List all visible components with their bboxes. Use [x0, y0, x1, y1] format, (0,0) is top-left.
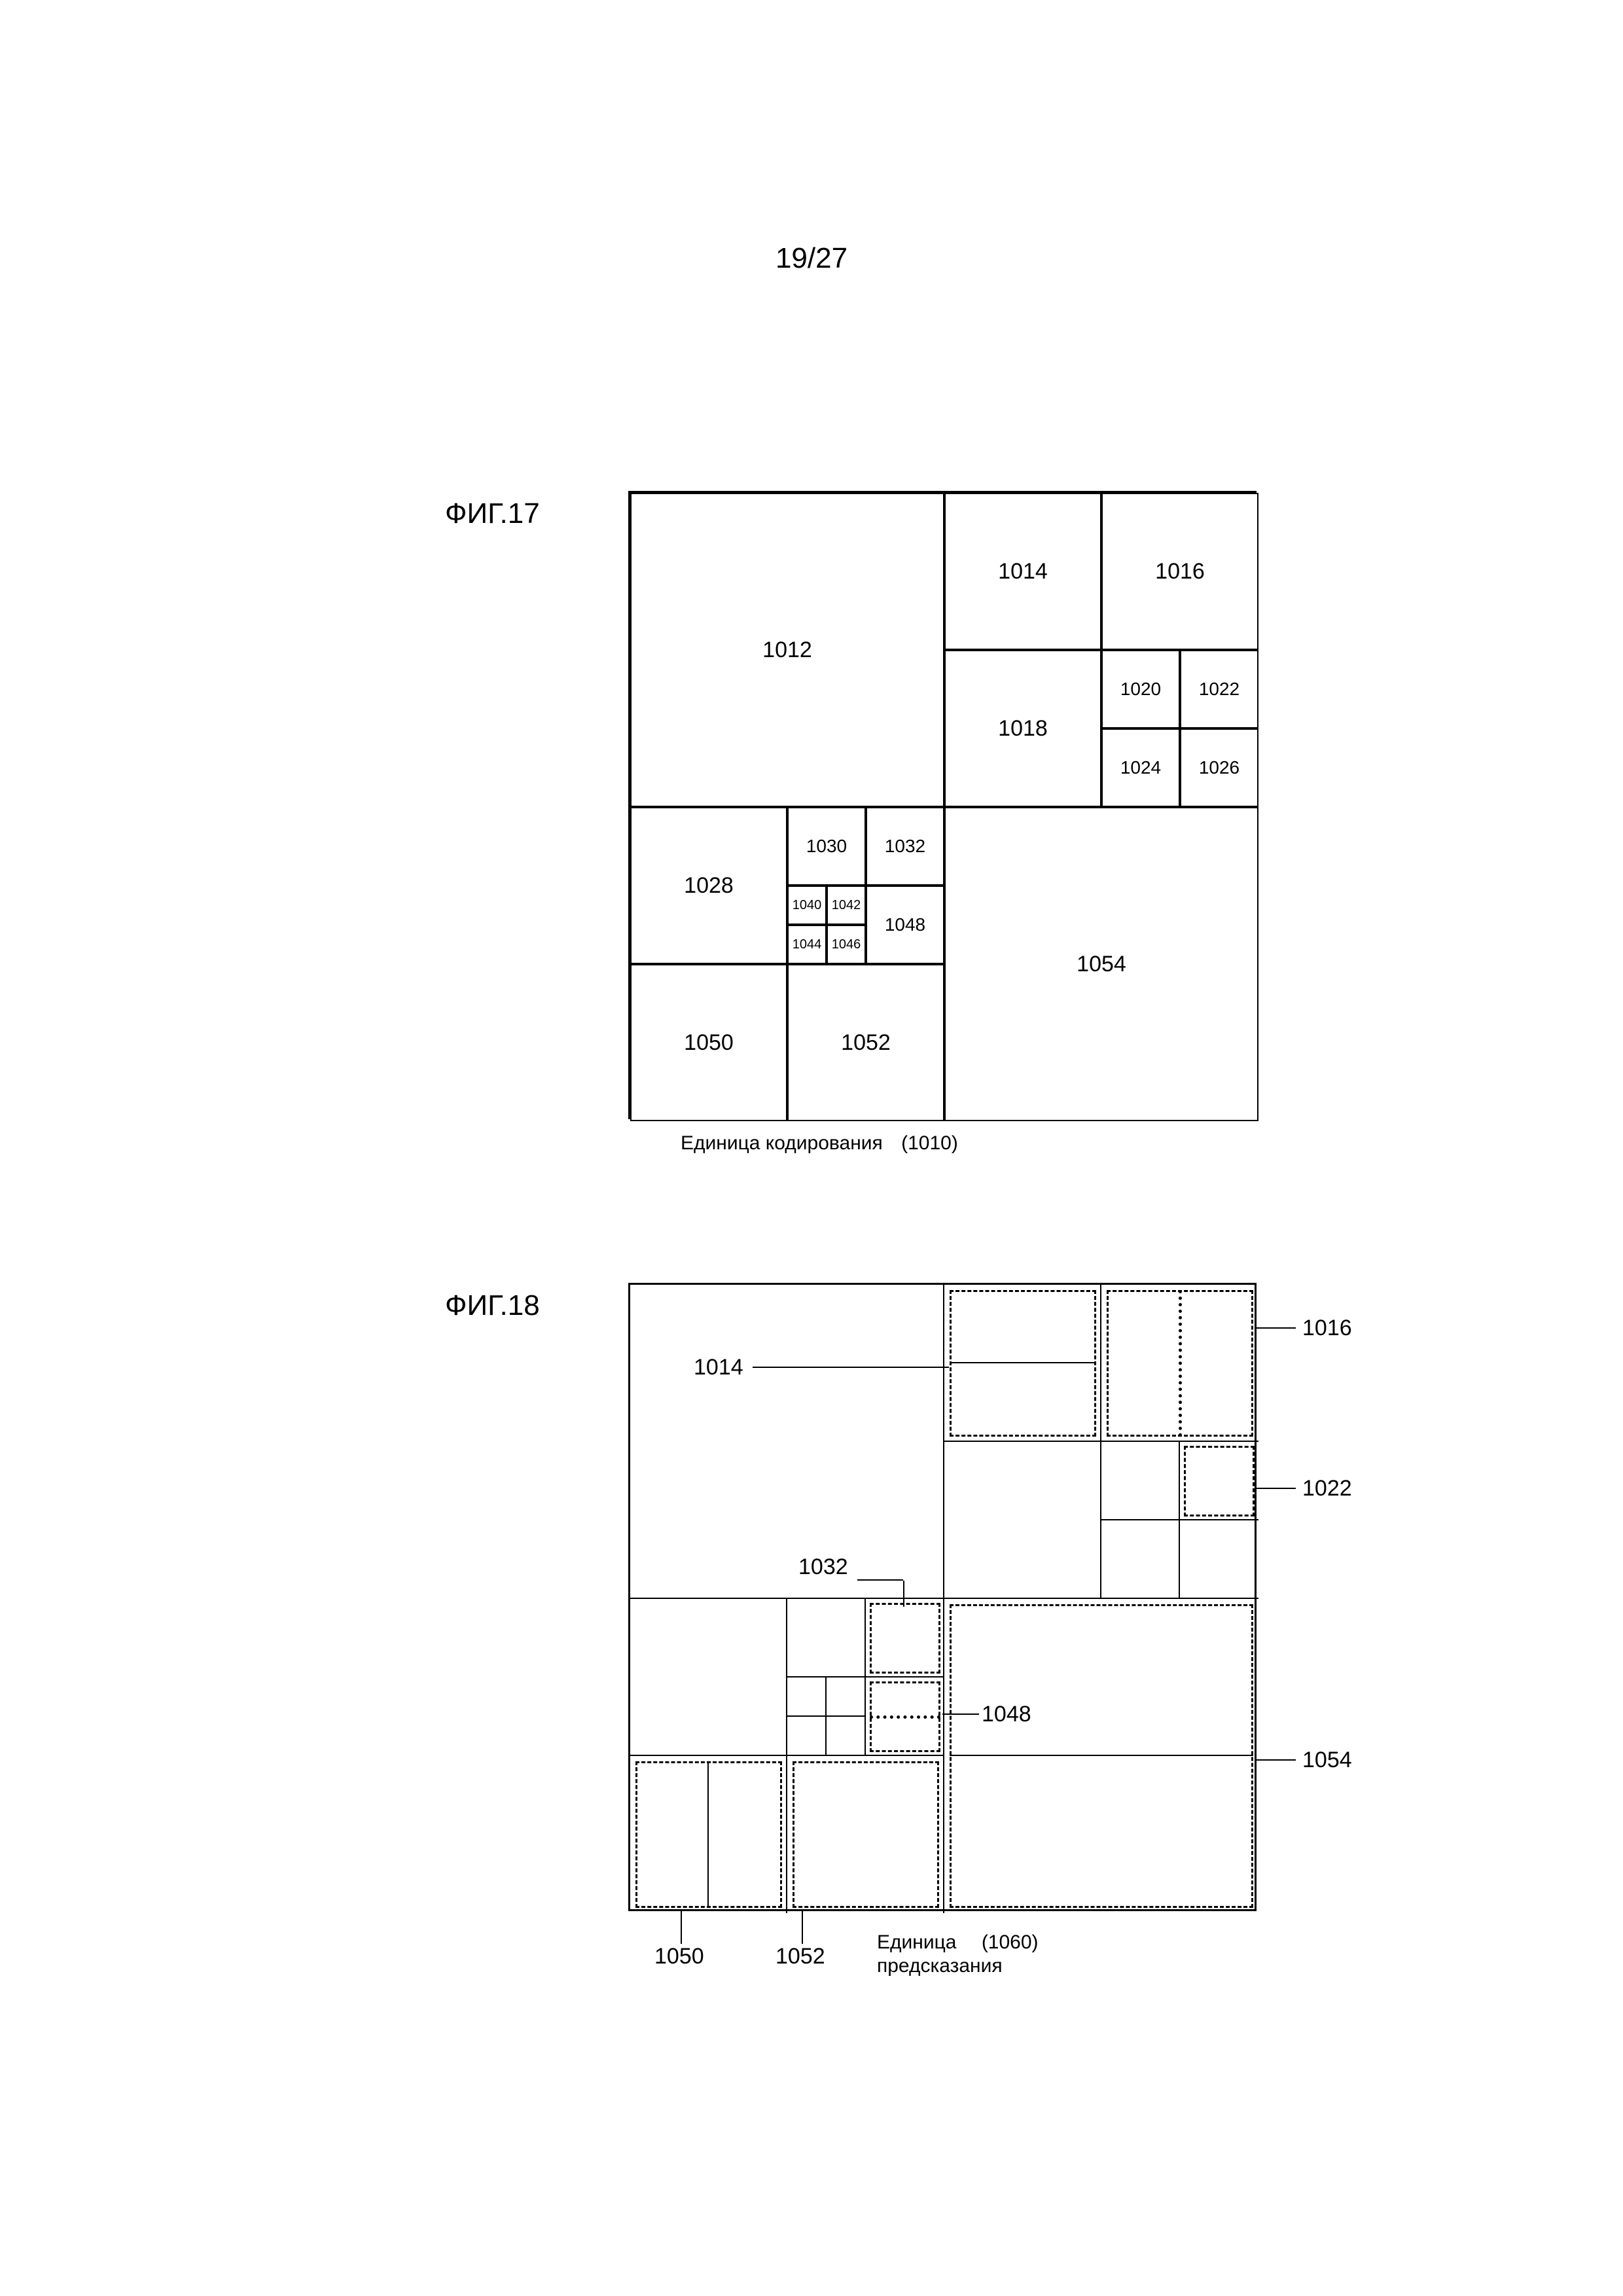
- line: [630, 1755, 944, 1756]
- cell-1026: 1026: [1180, 728, 1258, 807]
- cell-1054-label: 1054: [1077, 952, 1126, 977]
- pu-1048-split: [870, 1715, 940, 1719]
- fig17-caption-num: (1010): [901, 1132, 958, 1154]
- fig17-caption-text: Единица кодирования: [681, 1132, 883, 1154]
- line: [630, 1598, 1258, 1599]
- callout-1016: 1016: [1302, 1316, 1352, 1341]
- cell-1020-label: 1020: [1120, 679, 1161, 700]
- cell-1052-label: 1052: [841, 1030, 891, 1056]
- callout-1014: 1014: [694, 1355, 743, 1380]
- lead-1032h: [857, 1579, 903, 1581]
- fig18-caption-l1: Единица: [877, 1931, 956, 1953]
- callout-1022: 1022: [1302, 1476, 1352, 1501]
- callout-1050: 1050: [654, 1944, 704, 1969]
- line: [1101, 1519, 1258, 1520]
- cell-1018: 1018: [944, 650, 1101, 807]
- cell-1054: 1054: [944, 807, 1258, 1121]
- cell-1048-label: 1048: [885, 914, 925, 935]
- cell-1030-label: 1030: [806, 836, 847, 857]
- lead-1050: [681, 1911, 682, 1944]
- cell-1012: 1012: [630, 493, 944, 807]
- fig18-caption-l2: предсказания: [877, 1955, 1003, 1977]
- lead-1048: [942, 1713, 979, 1715]
- lead-1022: [1257, 1488, 1296, 1489]
- line: [944, 1441, 1258, 1442]
- cell-1022-label: 1022: [1199, 679, 1240, 700]
- line: [787, 1676, 944, 1677]
- cell-1022: 1022: [1180, 650, 1258, 728]
- fig18-caption: Единица (1060) предсказания: [877, 1931, 1039, 1978]
- line: [786, 1599, 787, 1913]
- cell-1016: 1016: [1101, 493, 1258, 650]
- cell-1050-label: 1050: [684, 1030, 734, 1056]
- cell-1044: 1044: [787, 925, 827, 964]
- line: [707, 1761, 709, 1908]
- lead-1016: [1257, 1327, 1296, 1329]
- callout-1054: 1054: [1302, 1748, 1352, 1773]
- fig18-label: ФИГ.18: [445, 1289, 540, 1322]
- cell-1040-label: 1040: [793, 898, 822, 913]
- fig17-caption: Единица кодирования (1010): [681, 1132, 958, 1155]
- line: [1100, 1285, 1101, 1599]
- pu-1052: [793, 1761, 939, 1908]
- cell-1042: 1042: [827, 886, 866, 925]
- cell-1046-label: 1046: [832, 937, 861, 952]
- callout-1048: 1048: [982, 1702, 1031, 1727]
- cell-1016-label: 1016: [1155, 559, 1205, 584]
- line: [787, 1715, 866, 1717]
- cell-1046: 1046: [827, 925, 866, 964]
- cell-1024-label: 1024: [1120, 757, 1161, 778]
- cell-1012-label: 1012: [762, 637, 812, 663]
- cell-1028-label: 1028: [684, 873, 734, 899]
- cell-1048: 1048: [866, 886, 944, 964]
- cell-1032: 1032: [866, 807, 944, 886]
- line: [825, 1677, 827, 1756]
- cell-1018-label: 1018: [998, 716, 1048, 742]
- callout-1052: 1052: [776, 1944, 825, 1969]
- pu-1022: [1184, 1446, 1255, 1516]
- line: [950, 1755, 1253, 1756]
- line: [943, 1285, 944, 1913]
- callout-1032: 1032: [798, 1554, 848, 1580]
- lead-1032v: [903, 1581, 904, 1607]
- lead-1014: [753, 1367, 949, 1368]
- pu-1050: [635, 1761, 782, 1908]
- cell-1044-label: 1044: [793, 937, 822, 952]
- fig18-caption-num: (1060): [982, 1931, 1039, 1953]
- fig17-label: ФИГ.17: [445, 497, 540, 530]
- line: [1179, 1442, 1180, 1599]
- lead-1052: [802, 1911, 803, 1944]
- pu-1054: [950, 1604, 1253, 1908]
- cell-1042-label: 1042: [832, 898, 861, 913]
- page-number: 19/27: [0, 242, 1623, 275]
- cell-1040: 1040: [787, 886, 827, 925]
- line: [865, 1599, 866, 1756]
- cell-1030: 1030: [787, 807, 866, 886]
- cell-1014-label: 1014: [998, 559, 1048, 584]
- line: [950, 1362, 1096, 1363]
- cell-1050: 1050: [630, 964, 787, 1121]
- cell-1014: 1014: [944, 493, 1101, 650]
- pu-1032: [870, 1603, 940, 1674]
- cell-1024: 1024: [1101, 728, 1180, 807]
- fig17-diagram: 1012 1014 1016 1018 1020 1022 1024 1026 …: [628, 491, 1257, 1119]
- cell-1028: 1028: [630, 807, 787, 964]
- lead-1054: [1257, 1759, 1296, 1761]
- page: 19/27 ФИГ.17 1012 1014 1016 1018 1020 10…: [0, 0, 1623, 2296]
- pu-1016-split: [1179, 1290, 1182, 1437]
- cell-1052: 1052: [787, 964, 944, 1121]
- cell-1026-label: 1026: [1199, 757, 1240, 778]
- pu-1014: [950, 1290, 1096, 1437]
- cell-1020: 1020: [1101, 650, 1180, 728]
- cell-1032-label: 1032: [885, 836, 925, 857]
